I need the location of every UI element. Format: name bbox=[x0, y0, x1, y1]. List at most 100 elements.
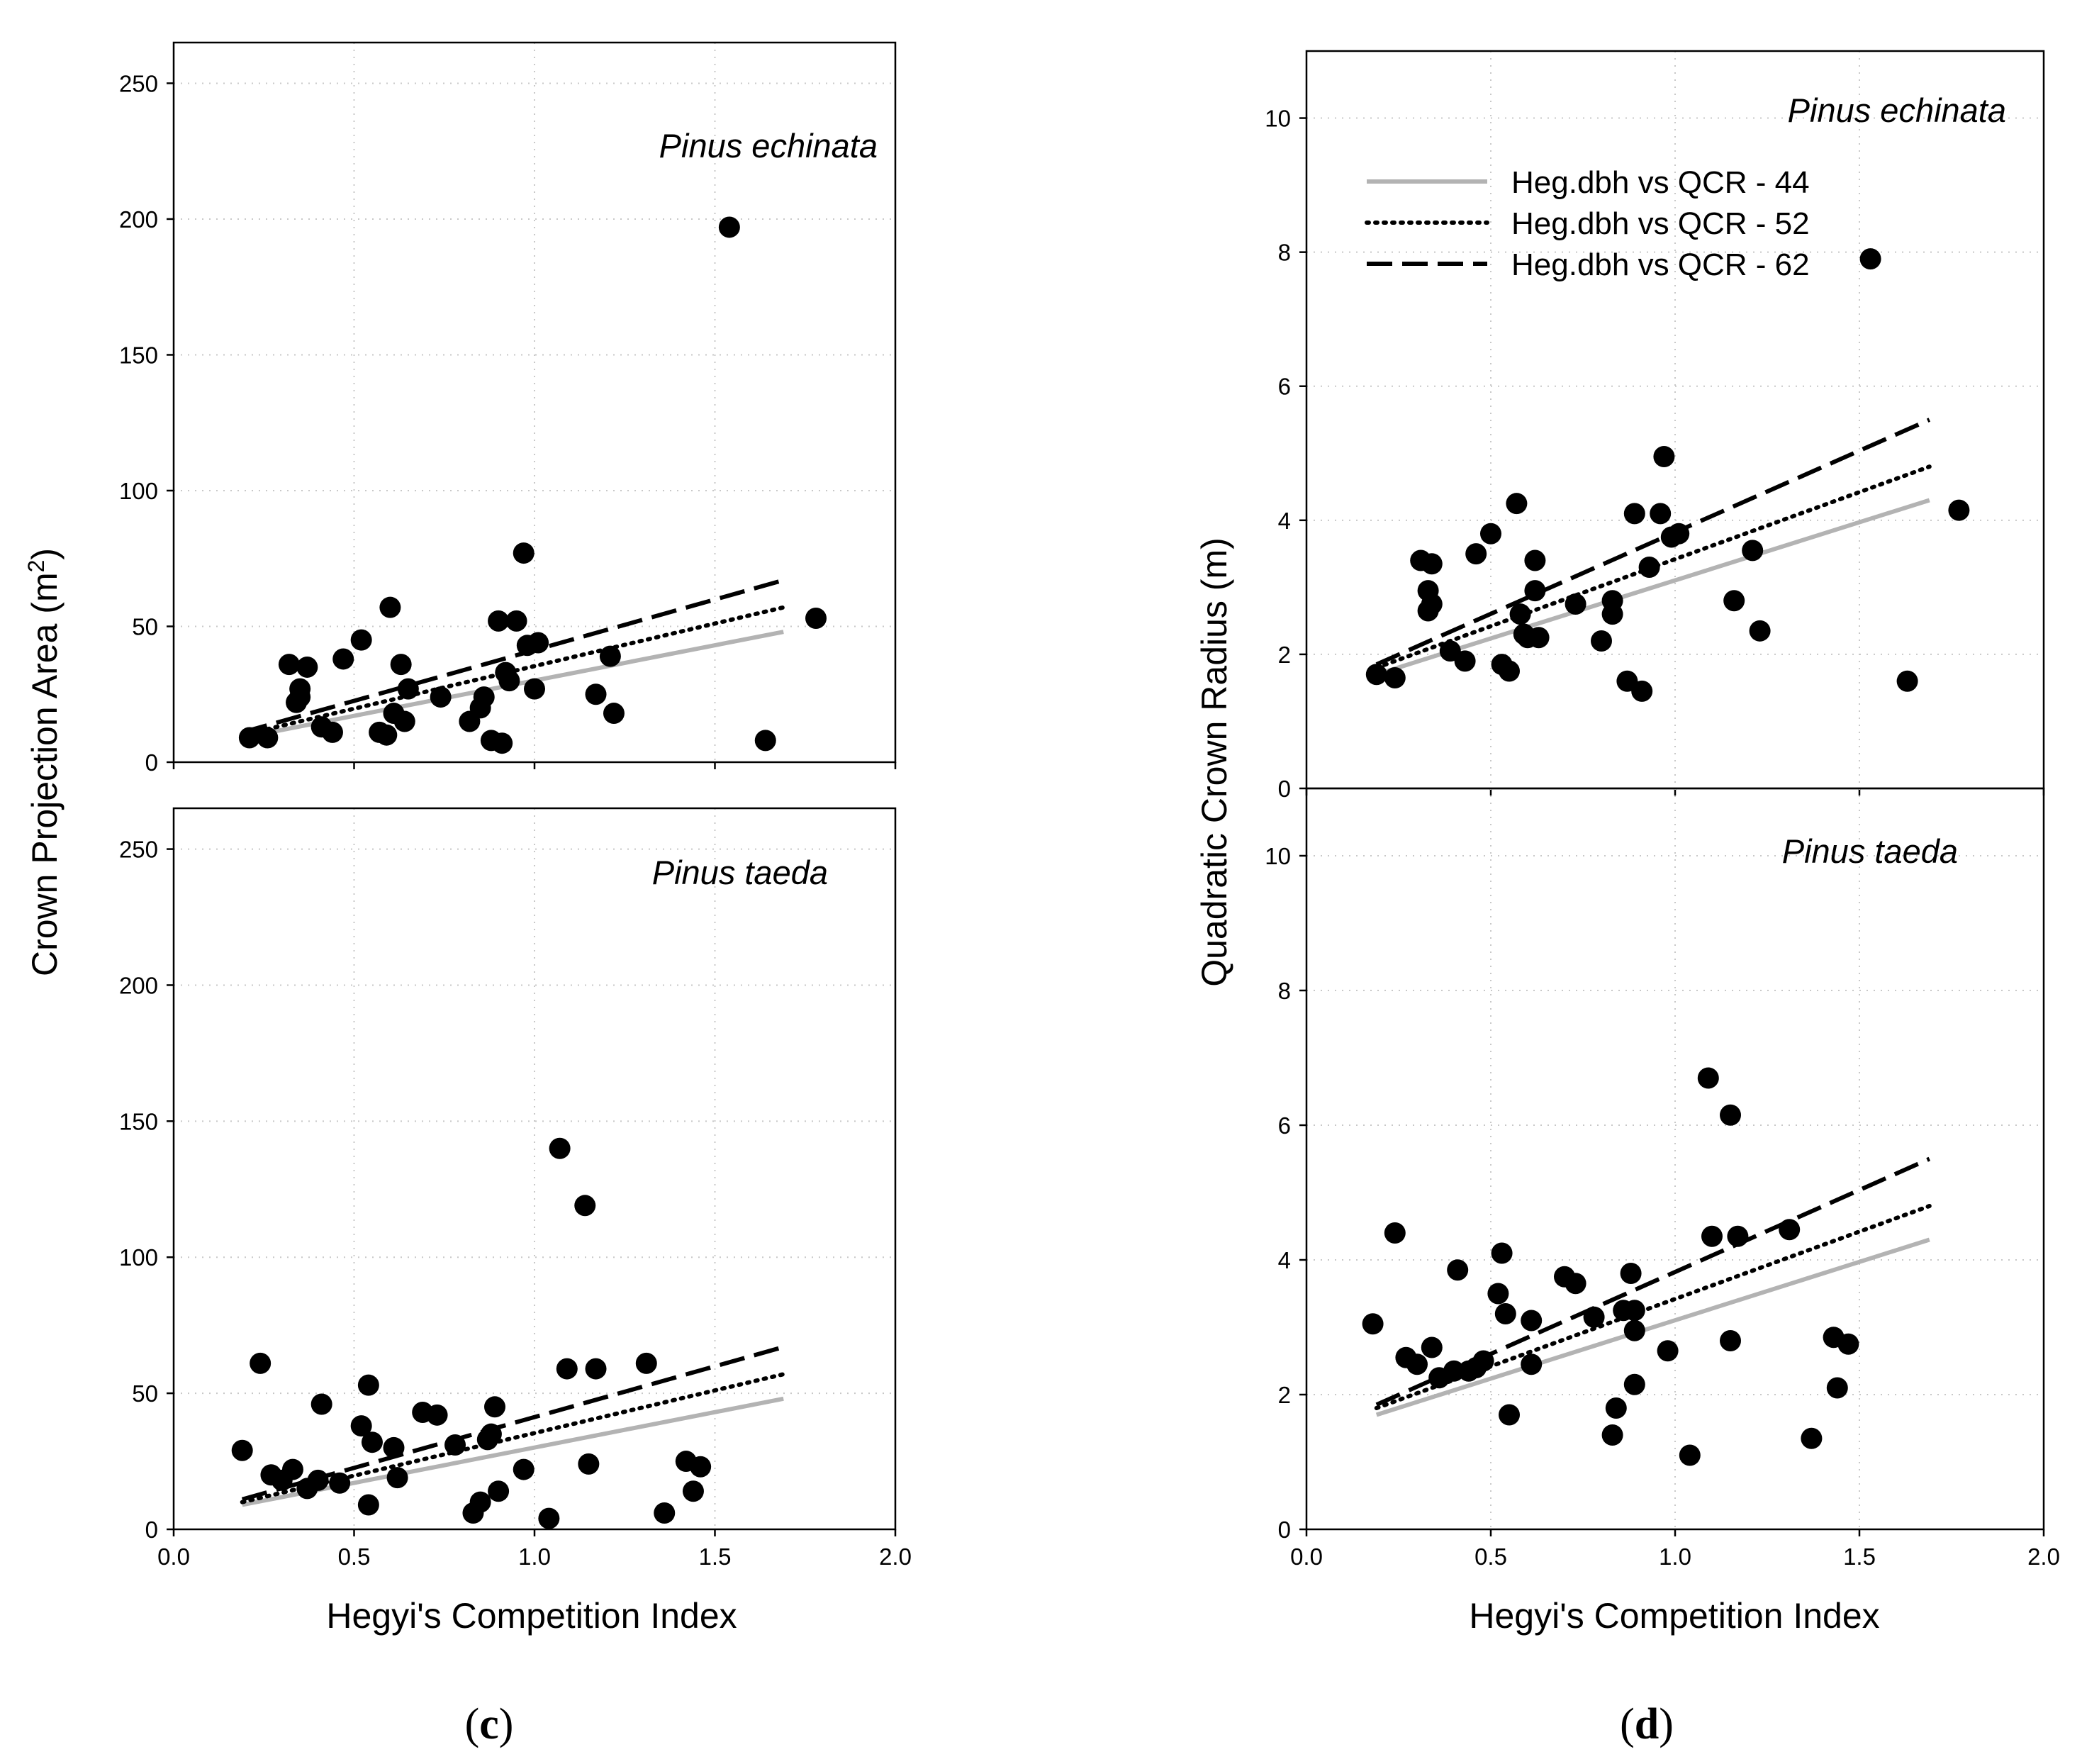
data-point bbox=[426, 1404, 448, 1426]
data-point bbox=[1465, 543, 1487, 565]
data-point bbox=[1837, 1333, 1859, 1355]
data-point bbox=[1601, 590, 1623, 612]
data-point bbox=[1528, 627, 1550, 649]
y-ticks-d-top: 0 2 4 6 8 10 bbox=[1265, 106, 1306, 802]
data-point bbox=[393, 710, 415, 732]
data-point bbox=[1620, 1263, 1642, 1284]
x-tick-label: 0.0 bbox=[157, 1544, 190, 1570]
y-tick-label: 50 bbox=[132, 1380, 158, 1407]
data-point bbox=[231, 1439, 253, 1461]
data-point bbox=[296, 656, 318, 678]
grid-d-top bbox=[1306, 51, 2044, 788]
fit-line-dotted bbox=[240, 605, 786, 737]
fit-line-dashed bbox=[241, 1344, 785, 1502]
data-point bbox=[1591, 630, 1612, 652]
data-point bbox=[1499, 660, 1520, 682]
data-point bbox=[1362, 1313, 1384, 1335]
data-point bbox=[654, 1502, 676, 1524]
data-point bbox=[513, 1458, 535, 1480]
data-point bbox=[1365, 664, 1387, 686]
data-point bbox=[1524, 580, 1546, 602]
data-point bbox=[491, 732, 513, 754]
data-point bbox=[556, 1358, 578, 1380]
legend-label-52: Heg.dbh vs QCR - 52 bbox=[1511, 206, 1810, 241]
data-point bbox=[585, 1358, 607, 1380]
data-point bbox=[350, 629, 372, 651]
y-tick-label: 200 bbox=[119, 972, 158, 998]
panel-title-c-taeda: Pinus taeda bbox=[652, 854, 828, 891]
data-point bbox=[488, 1480, 510, 1502]
data-point bbox=[635, 1352, 657, 1374]
y-tick-label: 0 bbox=[1278, 776, 1291, 802]
data-point bbox=[1638, 557, 1660, 578]
data-point bbox=[1896, 670, 1918, 692]
data-point bbox=[332, 648, 354, 670]
data-point bbox=[1447, 1259, 1469, 1281]
y-tick-label: 50 bbox=[132, 613, 158, 640]
data-point bbox=[1720, 1104, 1741, 1126]
data-point bbox=[310, 1393, 332, 1415]
y-tick-label: 2 bbox=[1278, 642, 1291, 668]
data-point bbox=[238, 727, 260, 749]
y-tick-label: 8 bbox=[1278, 240, 1291, 266]
data-point bbox=[585, 683, 607, 705]
data-point bbox=[1421, 1336, 1443, 1358]
fit-line-dashed bbox=[241, 578, 785, 735]
data-point bbox=[1948, 499, 1970, 521]
y-axis-title-d: Quadratic Crown Radius (m) bbox=[1194, 537, 1234, 987]
data-point bbox=[1487, 1283, 1509, 1305]
y-tick-label: 4 bbox=[1278, 508, 1291, 534]
fit-line-dashed bbox=[1375, 418, 1931, 666]
data-point bbox=[1623, 1319, 1645, 1341]
data-point bbox=[278, 654, 300, 676]
data-point bbox=[376, 724, 398, 746]
fit-line-solid bbox=[1375, 1237, 1930, 1417]
data-point bbox=[484, 1396, 506, 1418]
data-point bbox=[1653, 446, 1675, 467]
x-ticks-c-bottom: 0.0 0.5 1.0 1.5 2.0 bbox=[157, 1529, 912, 1570]
data-point bbox=[357, 1374, 379, 1396]
data-point bbox=[1657, 1340, 1679, 1362]
data-point bbox=[603, 703, 625, 725]
fit-lines-d-bottom bbox=[1374, 1156, 1932, 1417]
data-point bbox=[718, 216, 740, 238]
data-point bbox=[1565, 593, 1586, 615]
x-tick-label: 1.5 bbox=[1843, 1544, 1876, 1570]
data-point bbox=[524, 678, 545, 700]
y-tick-label: 6 bbox=[1278, 1112, 1291, 1139]
data-point bbox=[1521, 1353, 1543, 1375]
data-point bbox=[1421, 593, 1443, 615]
data-point bbox=[1601, 1424, 1623, 1446]
data-point bbox=[1720, 1330, 1741, 1351]
y-axis-title-c: Crown Projection Area (m2) bbox=[23, 548, 65, 976]
data-point bbox=[754, 730, 776, 752]
data-point bbox=[1631, 680, 1653, 702]
y-tick-label: 10 bbox=[1265, 106, 1291, 132]
fit-lines-c-top bbox=[240, 578, 786, 740]
points-c-top bbox=[238, 216, 827, 754]
data-point bbox=[1623, 1373, 1645, 1395]
data-point bbox=[281, 1458, 303, 1480]
data-point bbox=[357, 1494, 379, 1516]
data-point bbox=[549, 1137, 571, 1159]
data-point bbox=[1701, 1225, 1723, 1247]
data-point bbox=[1668, 523, 1690, 545]
data-point bbox=[538, 1507, 560, 1529]
points-d-bottom bbox=[1362, 1067, 1859, 1466]
data-point bbox=[1697, 1067, 1719, 1089]
x-tick-label: 1.0 bbox=[1659, 1544, 1691, 1570]
data-point bbox=[1749, 620, 1771, 642]
grid-d-bottom bbox=[1306, 788, 2044, 1529]
y-ticks-d-bottom: 0 2 4 6 8 10 bbox=[1265, 843, 1306, 1543]
data-point bbox=[1384, 1222, 1406, 1244]
data-point bbox=[1826, 1377, 1848, 1399]
y-tick-label: 2 bbox=[1278, 1382, 1291, 1408]
data-point bbox=[488, 610, 510, 632]
data-point bbox=[1565, 1273, 1586, 1295]
data-point bbox=[1801, 1427, 1823, 1449]
panel-label-d: (d) bbox=[1620, 1700, 1674, 1748]
data-point bbox=[1521, 1310, 1543, 1332]
points-c-bottom bbox=[231, 1137, 712, 1529]
y-tick-label: 10 bbox=[1265, 843, 1291, 869]
